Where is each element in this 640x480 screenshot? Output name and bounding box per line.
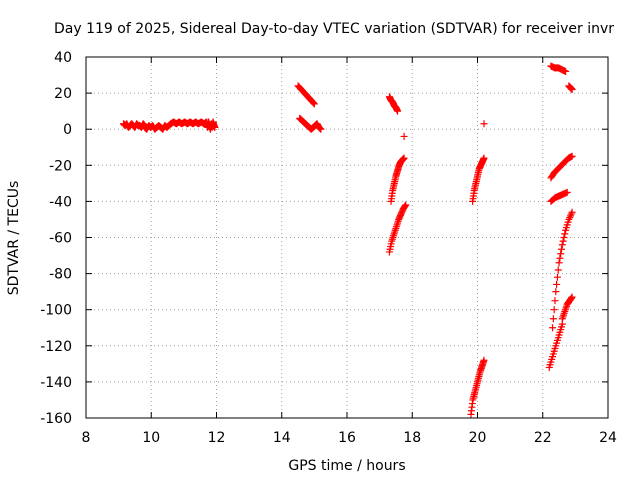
grid bbox=[86, 57, 608, 418]
data-point bbox=[549, 324, 557, 332]
x-tick-label: 14 bbox=[273, 430, 291, 446]
y-tick-label: -120 bbox=[40, 339, 72, 355]
x-tick-label: 16 bbox=[338, 430, 356, 446]
data-point bbox=[556, 254, 564, 262]
chart-title: Day 119 of 2025, Sidereal Day-to-day VTE… bbox=[54, 21, 614, 37]
data-point bbox=[480, 154, 488, 162]
data-point bbox=[558, 241, 566, 249]
data-point bbox=[558, 245, 566, 253]
data-point bbox=[568, 294, 576, 302]
x-tick-label: 24 bbox=[599, 430, 617, 446]
data-point bbox=[561, 308, 569, 316]
data-point bbox=[560, 311, 568, 319]
y-tick-label: 0 bbox=[63, 122, 72, 138]
x-tick-label: 22 bbox=[534, 430, 552, 446]
data-point bbox=[568, 208, 576, 216]
data-point bbox=[317, 125, 325, 133]
data-point bbox=[551, 297, 559, 305]
data-point bbox=[554, 266, 562, 274]
data-point bbox=[568, 152, 576, 160]
plot-frame bbox=[85, 56, 609, 419]
data-point bbox=[558, 315, 566, 323]
data-point bbox=[568, 85, 576, 93]
y-tick-label: -100 bbox=[40, 303, 72, 319]
data-point bbox=[480, 120, 488, 128]
data-point bbox=[559, 237, 567, 245]
data-point bbox=[400, 132, 408, 140]
y-tick-label: -140 bbox=[40, 375, 72, 391]
data-point bbox=[549, 315, 557, 323]
data-point bbox=[402, 201, 410, 209]
axis-ticks: 8 10 12 14 16 18 20 22 24 40 20 0 -20 -40 -60 -80 -100 -1… bbox=[40, 50, 617, 446]
x-axis-title: GPS time / hours bbox=[288, 458, 405, 474]
data-point bbox=[560, 309, 568, 317]
data-point bbox=[310, 100, 318, 108]
data-point bbox=[400, 154, 408, 162]
data-point bbox=[560, 234, 568, 241]
data-point bbox=[553, 273, 561, 281]
data-point bbox=[480, 356, 488, 364]
data-point bbox=[562, 67, 570, 75]
data-point bbox=[310, 99, 318, 107]
data-point bbox=[563, 188, 571, 196]
data-point bbox=[557, 250, 565, 258]
y-tick-label: -160 bbox=[40, 411, 72, 427]
data-point bbox=[561, 306, 569, 314]
x-tick-label: 8 bbox=[82, 430, 91, 446]
x-tick-label: 10 bbox=[142, 430, 160, 446]
y-tick-label: 40 bbox=[54, 50, 72, 66]
data-point bbox=[394, 107, 402, 115]
data-point bbox=[550, 306, 558, 314]
data-point bbox=[555, 259, 563, 267]
data-point bbox=[553, 280, 561, 288]
y-tick-label: -60 bbox=[49, 231, 72, 247]
y-tick-label: -20 bbox=[49, 158, 72, 174]
data-point bbox=[566, 212, 574, 220]
y-tick-label: 20 bbox=[54, 86, 72, 102]
y-axis-title: SDTVAR / TECUs bbox=[6, 181, 22, 296]
y-tick-label: -80 bbox=[49, 267, 72, 283]
y-tick-label: -40 bbox=[49, 194, 72, 210]
data-points bbox=[120, 62, 576, 418]
data-point bbox=[561, 230, 569, 238]
x-tick-label: 18 bbox=[403, 430, 421, 446]
data-point bbox=[211, 123, 219, 131]
x-tick-label: 12 bbox=[208, 430, 226, 446]
data-point bbox=[568, 293, 576, 301]
data-point bbox=[559, 313, 567, 321]
data-point bbox=[552, 288, 560, 296]
x-tick-label: 20 bbox=[469, 430, 487, 446]
